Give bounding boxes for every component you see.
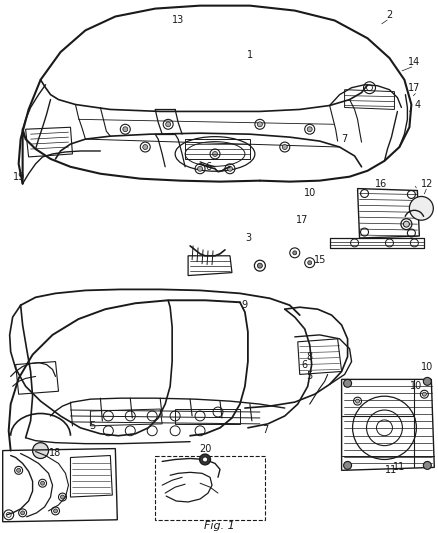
Circle shape bbox=[202, 457, 208, 462]
Circle shape bbox=[227, 166, 233, 171]
Circle shape bbox=[410, 197, 433, 220]
Text: 7: 7 bbox=[262, 425, 268, 435]
Text: 18: 18 bbox=[49, 448, 62, 457]
Circle shape bbox=[198, 166, 202, 171]
Text: Fig. 1: Fig. 1 bbox=[204, 521, 234, 531]
Text: 4: 4 bbox=[414, 100, 420, 109]
Circle shape bbox=[60, 495, 64, 499]
Circle shape bbox=[53, 509, 57, 513]
Circle shape bbox=[343, 462, 352, 470]
Circle shape bbox=[21, 511, 25, 515]
Text: 2: 2 bbox=[386, 10, 392, 20]
Circle shape bbox=[258, 263, 262, 268]
Text: 10: 10 bbox=[304, 189, 316, 198]
Text: 19: 19 bbox=[13, 172, 25, 182]
Circle shape bbox=[143, 144, 148, 149]
Text: 3: 3 bbox=[245, 233, 251, 243]
Circle shape bbox=[212, 151, 218, 156]
Text: 10: 10 bbox=[421, 361, 434, 372]
Text: 12: 12 bbox=[421, 179, 434, 189]
Circle shape bbox=[17, 469, 21, 472]
Circle shape bbox=[41, 481, 45, 485]
Text: 6: 6 bbox=[205, 162, 211, 172]
Text: 10: 10 bbox=[410, 381, 423, 391]
Circle shape bbox=[424, 462, 431, 470]
Circle shape bbox=[123, 127, 128, 132]
Text: 6: 6 bbox=[302, 360, 308, 369]
Text: 11: 11 bbox=[393, 463, 406, 472]
Circle shape bbox=[424, 377, 431, 385]
Circle shape bbox=[166, 122, 171, 127]
Text: 14: 14 bbox=[408, 57, 420, 67]
Text: 1: 1 bbox=[247, 50, 253, 60]
Text: 11: 11 bbox=[385, 465, 398, 475]
Text: 5: 5 bbox=[307, 372, 313, 382]
Circle shape bbox=[283, 144, 287, 149]
Text: 13: 13 bbox=[172, 15, 184, 26]
Text: 7: 7 bbox=[342, 134, 348, 144]
Circle shape bbox=[307, 127, 312, 132]
Text: 5: 5 bbox=[89, 421, 95, 431]
Circle shape bbox=[403, 221, 410, 227]
Text: 17: 17 bbox=[408, 83, 420, 93]
Circle shape bbox=[200, 454, 211, 465]
Circle shape bbox=[258, 122, 262, 127]
Text: 9: 9 bbox=[242, 300, 248, 310]
Circle shape bbox=[293, 251, 297, 255]
Circle shape bbox=[356, 399, 360, 403]
Text: 8: 8 bbox=[307, 352, 313, 362]
Circle shape bbox=[308, 261, 312, 265]
Circle shape bbox=[422, 392, 426, 396]
Circle shape bbox=[343, 379, 352, 387]
Text: 20: 20 bbox=[199, 443, 211, 454]
Text: 17: 17 bbox=[296, 215, 308, 225]
Circle shape bbox=[32, 443, 49, 458]
Text: 15: 15 bbox=[314, 255, 326, 265]
Text: 16: 16 bbox=[375, 179, 388, 189]
